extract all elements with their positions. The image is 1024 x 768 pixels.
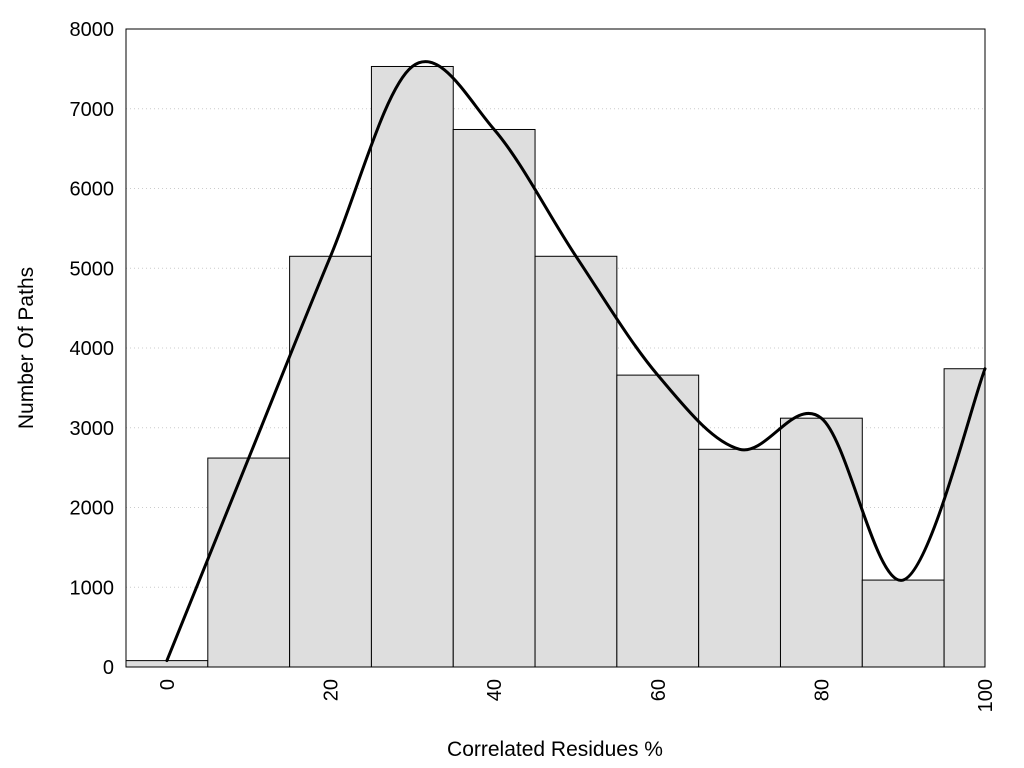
x-tick-labels: 0 20 40 60 80 100 [157, 679, 997, 712]
y-tick-label-8000: 8000 [70, 19, 115, 41]
x-tick-label-0: 0 [157, 679, 179, 690]
bar-90 [861, 579, 945, 668]
bar-60 [616, 374, 700, 668]
bar-30 [370, 65, 454, 668]
y-tick-labels: 0 1000 2000 3000 4000 5000 6000 7000 8000 [70, 19, 115, 679]
bar-80 [779, 417, 863, 668]
y-tick-label-4000: 4000 [70, 338, 115, 360]
bar-40 [452, 128, 536, 668]
x-tick-label-60: 60 [648, 679, 670, 701]
x-tick-label-20: 20 [321, 679, 343, 701]
bars-layer [125, 65, 986, 668]
y-tick-label-0: 0 [103, 657, 114, 679]
bar-20 [289, 255, 372, 668]
y-tick-label-6000: 6000 [70, 179, 115, 201]
bar-70 [698, 448, 781, 668]
bar-50 [534, 255, 618, 668]
plot-frame [125, 28, 986, 668]
bar-10 [207, 457, 291, 668]
y-axis-label: Number Of Paths [15, 267, 38, 429]
y-tick-label-5000: 5000 [70, 258, 115, 280]
y-tick-label-1000: 1000 [70, 577, 115, 599]
y-tick-label-2000: 2000 [70, 498, 115, 520]
x-axis-label: Correlated Residues % [447, 738, 663, 761]
curve-layer [165, 60, 987, 663]
x-tick-label-100: 100 [975, 679, 997, 712]
plot-frame-layer [125, 28, 986, 668]
x-tick-label-40: 40 [484, 679, 506, 701]
bar-100 [943, 368, 986, 668]
y-tick-label-7000: 7000 [70, 99, 115, 121]
y-tick-label-3000: 3000 [70, 418, 115, 440]
trend-curve [165, 60, 987, 663]
x-tick-label-80: 80 [811, 679, 833, 701]
